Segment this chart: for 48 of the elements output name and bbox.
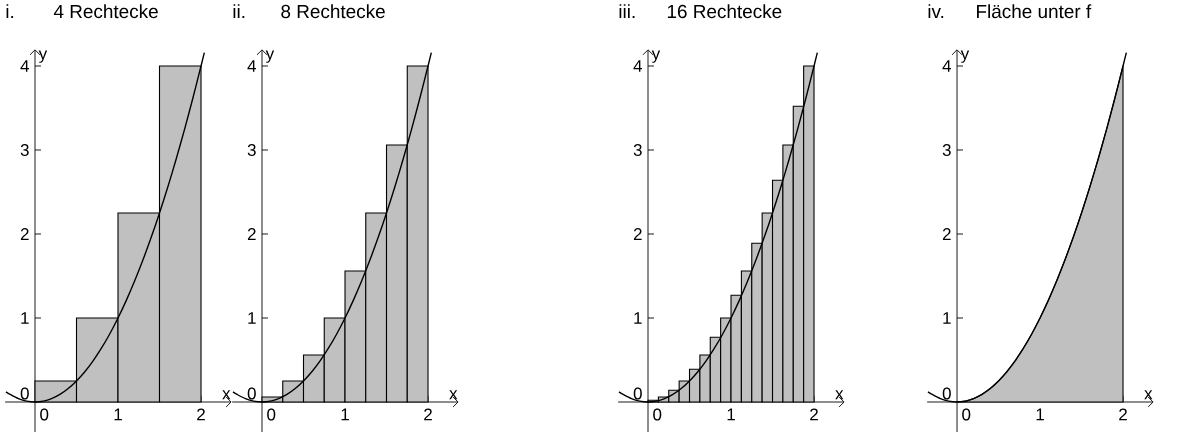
y-axis-title: y: [38, 50, 48, 63]
text: ii.: [233, 4, 245, 18]
chart-title: Fläche unter f: [977, 4, 1092, 19]
x-tick-label: 1: [341, 408, 349, 421]
x-tick-label: 2: [197, 408, 205, 421]
y-tick-label: 4: [942, 60, 952, 72]
x-tick-label: 0: [40, 408, 49, 421]
y-tick-label: 2: [633, 228, 642, 240]
y-tick-label: 1: [248, 312, 256, 324]
x-tick-label: 2: [810, 408, 818, 421]
x-axis-title: x: [1144, 390, 1153, 400]
y-axis-title: y: [960, 50, 970, 63]
y-tick-label: 3: [633, 144, 642, 156]
x-tick-label: 1: [114, 408, 122, 421]
y-tick-label: 4: [20, 60, 29, 72]
y-tick-label: 1: [634, 312, 642, 324]
x-tick-label: 1: [727, 408, 735, 421]
x-axis-title: x: [835, 390, 844, 400]
chart-title: 8 Rechtecke: [281, 4, 385, 19]
text: i.: [6, 4, 14, 18]
y-tick-label: 4: [247, 60, 256, 72]
y-tick-label: 3: [20, 144, 29, 156]
y-tick-label: 4: [633, 60, 642, 72]
chart-title: 16 Rechtecke: [667, 4, 782, 19]
x-tick-label: 0: [962, 408, 971, 421]
y-tick-label: 1: [943, 312, 951, 324]
y-tick-label: 3: [247, 144, 256, 156]
text: iv.: [928, 4, 944, 18]
text: iii.: [619, 4, 635, 18]
y-tick-label: 2: [942, 228, 951, 240]
y-tick-label: 0: [247, 387, 256, 400]
y-axis-title: y: [651, 50, 661, 63]
y-tick-label: 2: [247, 228, 256, 240]
y-tick-label: 2: [20, 228, 29, 240]
y-tick-label: 0: [20, 387, 29, 400]
x-tick-label: 2: [1119, 408, 1127, 421]
y-tick-label: 0: [633, 387, 642, 400]
x-axis-title: x: [222, 390, 231, 400]
x-tick-label: 0: [653, 408, 662, 421]
y-tick-label: 1: [21, 312, 29, 324]
y-tick-label: 3: [942, 144, 951, 156]
y-axis-title: y: [265, 50, 275, 63]
x-axis-title: x: [449, 390, 458, 400]
chart-title: 4 Rechtecke: [53, 4, 158, 19]
y-tick-label: 0: [942, 387, 951, 400]
x-tick-label: 1: [1036, 408, 1044, 421]
x-tick-label: 0: [267, 408, 276, 421]
x-tick-label: 2: [424, 408, 432, 421]
